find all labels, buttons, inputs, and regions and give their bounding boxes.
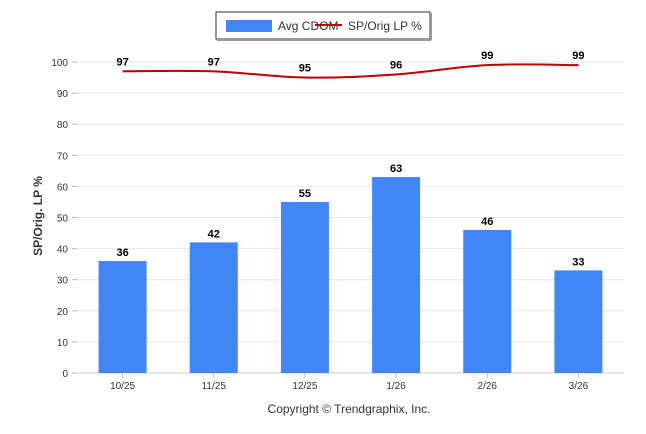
bar [189, 242, 238, 373]
bar-data-label: 36 [116, 247, 128, 259]
y-tick-label: 80 [57, 120, 69, 131]
y-tick-label: 40 [57, 245, 69, 256]
gridlines [77, 61, 624, 374]
bar-data-label: 42 [208, 228, 220, 240]
x-tick-label: 11/25 [202, 381, 227, 392]
y-tick-label: 100 [51, 58, 68, 69]
line-data-label: 95 [299, 63, 311, 75]
bar [372, 177, 421, 373]
y-tick-label: 0 [62, 369, 68, 380]
bar [554, 270, 603, 373]
bar [280, 201, 329, 373]
y-axis-label: SP/Orig. LP % [31, 176, 45, 256]
y-tick-label: 60 [57, 182, 69, 193]
bar-data-label: 46 [481, 216, 493, 228]
legend-bar-swatch [226, 20, 272, 32]
legend: Avg CDOM SP/Orig LP % [215, 11, 432, 41]
bar [98, 261, 147, 373]
bar-data-label: 33 [572, 256, 584, 268]
x-tick-label: 12/25 [292, 381, 317, 392]
y-axis-ticks: 0 10 20 30 40 50 60 70 80 90 100 [51, 58, 77, 380]
y-tick-label: 10 [57, 338, 69, 349]
bars: 36 42 55 63 46 33 [98, 163, 603, 373]
line-path [122, 63, 579, 79]
x-tick-label: 2/26 [478, 381, 498, 392]
line-data-label: 97 [208, 56, 220, 68]
x-tick-label: 3/26 [569, 381, 589, 392]
y-tick-label: 30 [57, 276, 69, 287]
legend-line-label: SP/Orig LP % [348, 19, 422, 33]
line-data-label: 99 [481, 50, 493, 62]
y-tick-label: 20 [57, 307, 69, 318]
bar-data-label: 55 [299, 188, 311, 200]
line-series: 97 97 95 96 99 99 [116, 50, 585, 79]
bar-data-label: 63 [390, 163, 402, 175]
x-axis-ticks: 10/25 11/25 12/25 1/26 2/26 3/26 [110, 373, 589, 392]
y-tick-label: 50 [57, 214, 69, 225]
y-tick-label: 90 [57, 89, 69, 100]
x-tick-label: 10/25 [110, 381, 135, 392]
x-tick-label: 1/26 [386, 381, 406, 392]
y-tick-label: 70 [57, 151, 69, 162]
line-data-label: 97 [116, 56, 128, 68]
legend-bar-label: Avg CDOM [278, 19, 338, 33]
line-data-label: 99 [572, 50, 584, 62]
bar [463, 229, 512, 373]
copyright-text: Copyright © Trendgraphix, Inc. [268, 402, 431, 416]
line-data-label: 96 [390, 59, 402, 71]
